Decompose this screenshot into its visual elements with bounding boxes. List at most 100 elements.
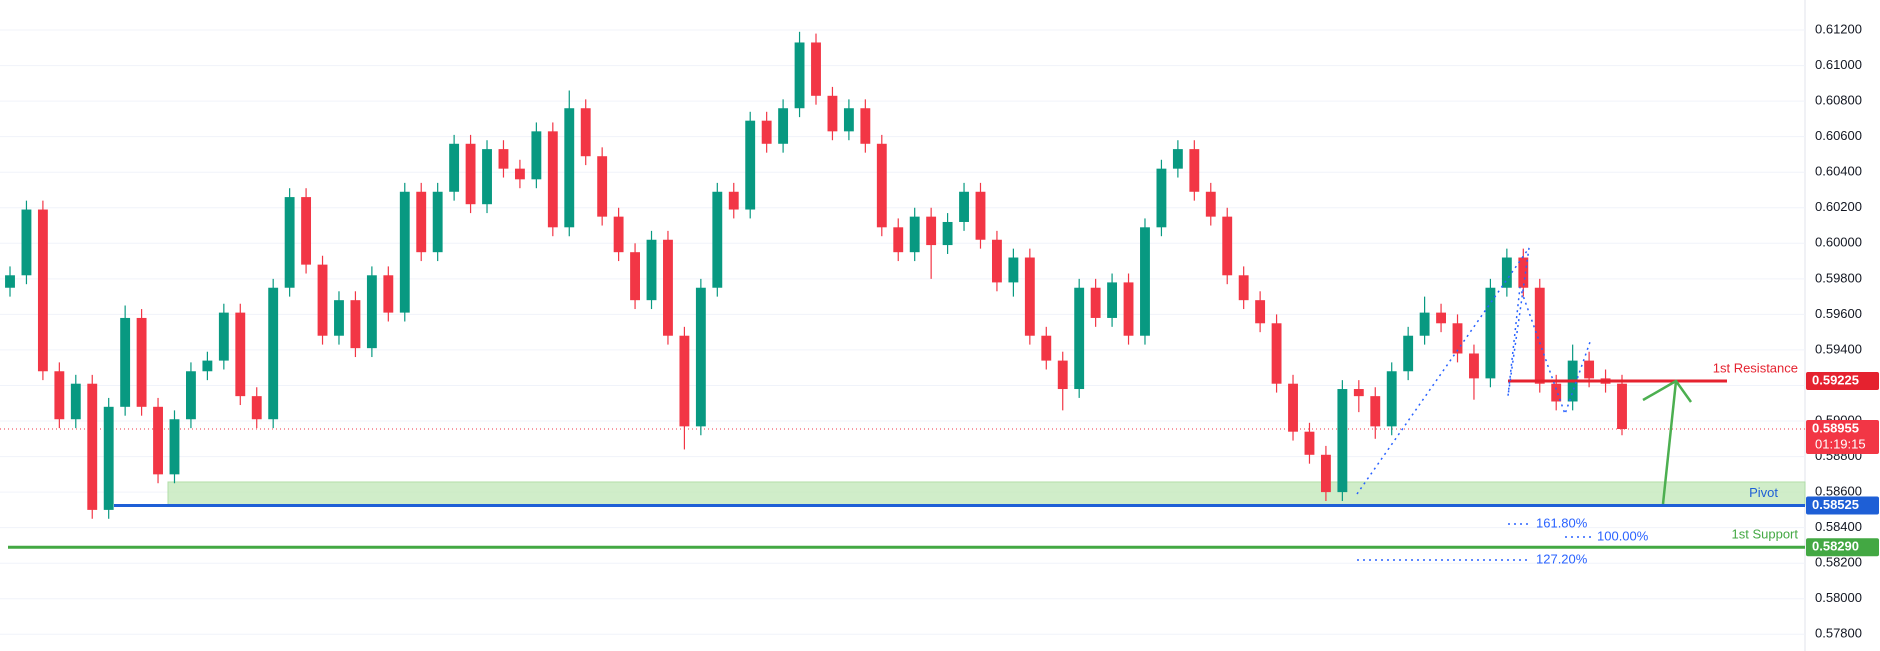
candle-body <box>251 396 262 420</box>
candle-body <box>580 108 591 157</box>
candle-body <box>1485 287 1496 379</box>
candle-body <box>1386 371 1397 427</box>
y-tick-label: 0.59600 <box>1815 306 1862 321</box>
candle-body <box>1551 383 1562 402</box>
y-tick-label: 0.58200 <box>1815 555 1862 570</box>
candle-body <box>399 191 410 313</box>
candle-body <box>54 371 65 420</box>
countdown: 01:19:15 <box>1815 436 1866 451</box>
candle-body <box>1353 389 1364 397</box>
fib-label: 161.80% <box>1536 515 1588 530</box>
candle-body <box>1534 287 1545 384</box>
candle-body <box>876 143 887 228</box>
candle-body <box>1156 168 1167 228</box>
candle-body <box>268 287 279 420</box>
candle-body <box>1403 335 1414 372</box>
candle-body <box>564 108 575 228</box>
candle-body <box>449 143 460 192</box>
pivot-zone <box>167 481 1806 506</box>
candle-body <box>597 156 608 217</box>
candle-body <box>942 221 953 246</box>
candle-body <box>1419 312 1430 336</box>
candle-body <box>646 239 657 301</box>
candle-body <box>794 42 805 109</box>
candle-body <box>1304 431 1315 455</box>
price-badge <box>1806 538 1879 557</box>
candle-body <box>334 300 344 336</box>
candle-body <box>498 149 509 169</box>
candle-body <box>679 335 690 427</box>
candle-body <box>21 209 32 276</box>
candle-body <box>1255 300 1266 324</box>
candle-body <box>103 406 114 510</box>
candle-body <box>663 239 673 336</box>
candle-body <box>909 216 920 253</box>
candle-body <box>630 252 640 301</box>
candle-body <box>5 275 15 288</box>
candle-body <box>959 191 969 222</box>
candle-body <box>1584 360 1595 379</box>
candle-body <box>1090 287 1101 318</box>
candle-body <box>87 383 98 510</box>
candle-body <box>1370 396 1381 427</box>
level-name: Pivot <box>1749 485 1778 500</box>
candle-body <box>186 371 196 420</box>
y-tick-label: 0.60200 <box>1815 199 1862 214</box>
price-badge-label: 0.58525 <box>1812 497 1859 512</box>
y-tick-label: 0.60400 <box>1815 164 1862 179</box>
price-badge-label: 0.58955 <box>1812 420 1859 435</box>
candle-body <box>482 149 492 205</box>
candle-body <box>843 108 854 132</box>
candle-body <box>1107 282 1118 318</box>
candle-body <box>1189 149 1200 192</box>
candle-body <box>1041 335 1052 361</box>
candle-body <box>975 191 986 240</box>
candle-body <box>317 264 328 336</box>
candle-body <box>432 191 443 253</box>
candle-body <box>712 191 723 288</box>
candle-body <box>613 216 624 253</box>
candle-body <box>1205 191 1216 217</box>
y-tick-label: 0.61000 <box>1815 57 1862 72</box>
y-tick-label: 0.59800 <box>1815 270 1862 285</box>
arrow <box>1661 380 1678 505</box>
candle-body <box>1222 216 1233 276</box>
candle-body <box>1057 360 1068 390</box>
candle-body <box>235 312 246 397</box>
candle-body <box>465 143 476 205</box>
level-name: 1st Support <box>1732 527 1799 542</box>
price-badge <box>1806 496 1879 515</box>
candle-body <box>350 300 361 349</box>
candle-body <box>136 317 147 407</box>
candle-body <box>992 239 1002 283</box>
candle-body <box>1436 312 1446 324</box>
candle-body <box>827 95 838 132</box>
candle-body <box>1288 383 1298 432</box>
candle-body <box>120 317 131 407</box>
candle-body <box>383 275 394 313</box>
y-tick-label: 0.58000 <box>1815 590 1862 605</box>
candle-body <box>169 419 180 475</box>
candle-body <box>514 168 525 180</box>
candle-body <box>284 197 295 288</box>
fib-label: 100.00% <box>1597 528 1649 543</box>
fib-label: 127.20% <box>1536 551 1588 566</box>
candle-body <box>1337 389 1348 493</box>
y-tick-label: 0.57800 <box>1815 626 1862 641</box>
candle-body <box>728 191 739 210</box>
candle-body <box>153 406 163 475</box>
candle-body <box>778 108 789 144</box>
y-tick-label: 0.60000 <box>1815 235 1862 250</box>
fib-zigzag <box>1356 247 1591 495</box>
candle-body <box>1172 149 1183 169</box>
y-tick-label: 0.60800 <box>1815 93 1862 108</box>
candle-body <box>1469 353 1479 379</box>
candle-body <box>1617 383 1627 430</box>
candle-body <box>893 227 904 253</box>
candle-body <box>70 383 81 420</box>
y-tick-label: 0.61200 <box>1815 21 1862 36</box>
candle-body <box>1024 257 1035 336</box>
arrow-head <box>1642 379 1693 403</box>
